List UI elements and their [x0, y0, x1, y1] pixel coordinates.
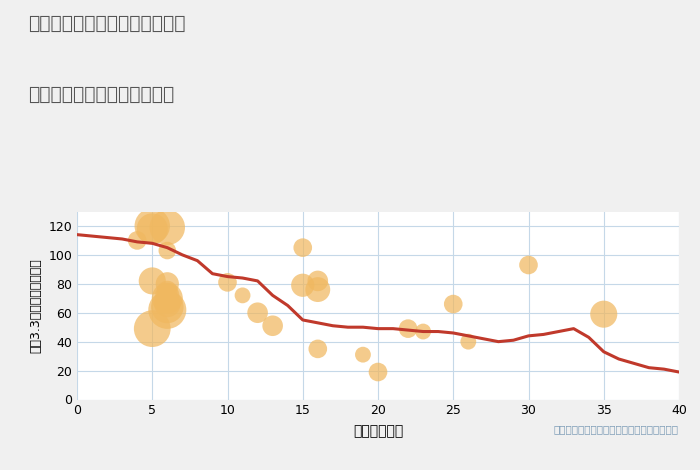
Point	[312, 345, 323, 352]
Point	[357, 351, 368, 359]
Point	[312, 286, 323, 293]
Y-axis label: 坪（3.3㎡）単価（万円）: 坪（3.3㎡）単価（万円）	[29, 258, 43, 353]
Point	[312, 277, 323, 285]
Point	[402, 325, 414, 332]
Point	[147, 325, 158, 332]
Point	[463, 338, 474, 345]
Point	[132, 237, 143, 244]
Point	[147, 277, 158, 285]
Point	[237, 291, 248, 299]
Point	[162, 287, 173, 295]
Point	[222, 279, 233, 286]
Point	[147, 222, 158, 230]
X-axis label: 築年数（年）: 築年数（年）	[353, 424, 403, 439]
Point	[162, 291, 173, 299]
Point	[162, 247, 173, 254]
Text: 愛知県稲沢市祖父江町神明津の: 愛知県稲沢市祖父江町神明津の	[28, 14, 186, 33]
Point	[162, 280, 173, 288]
Text: 円の大きさは、取引のあった物件面積を示す: 円の大きさは、取引のあった物件面積を示す	[554, 424, 679, 434]
Point	[598, 310, 609, 318]
Point	[372, 368, 384, 376]
Point	[162, 300, 173, 308]
Point	[162, 295, 173, 302]
Point	[417, 328, 428, 335]
Point	[162, 306, 173, 313]
Point	[147, 225, 158, 233]
Point	[297, 282, 308, 289]
Point	[267, 322, 278, 329]
Point	[523, 261, 534, 269]
Point	[162, 303, 173, 311]
Point	[162, 224, 173, 231]
Text: 築年数別中古マンション価格: 築年数別中古マンション価格	[28, 85, 174, 103]
Point	[252, 309, 263, 316]
Point	[297, 244, 308, 251]
Point	[448, 300, 459, 308]
